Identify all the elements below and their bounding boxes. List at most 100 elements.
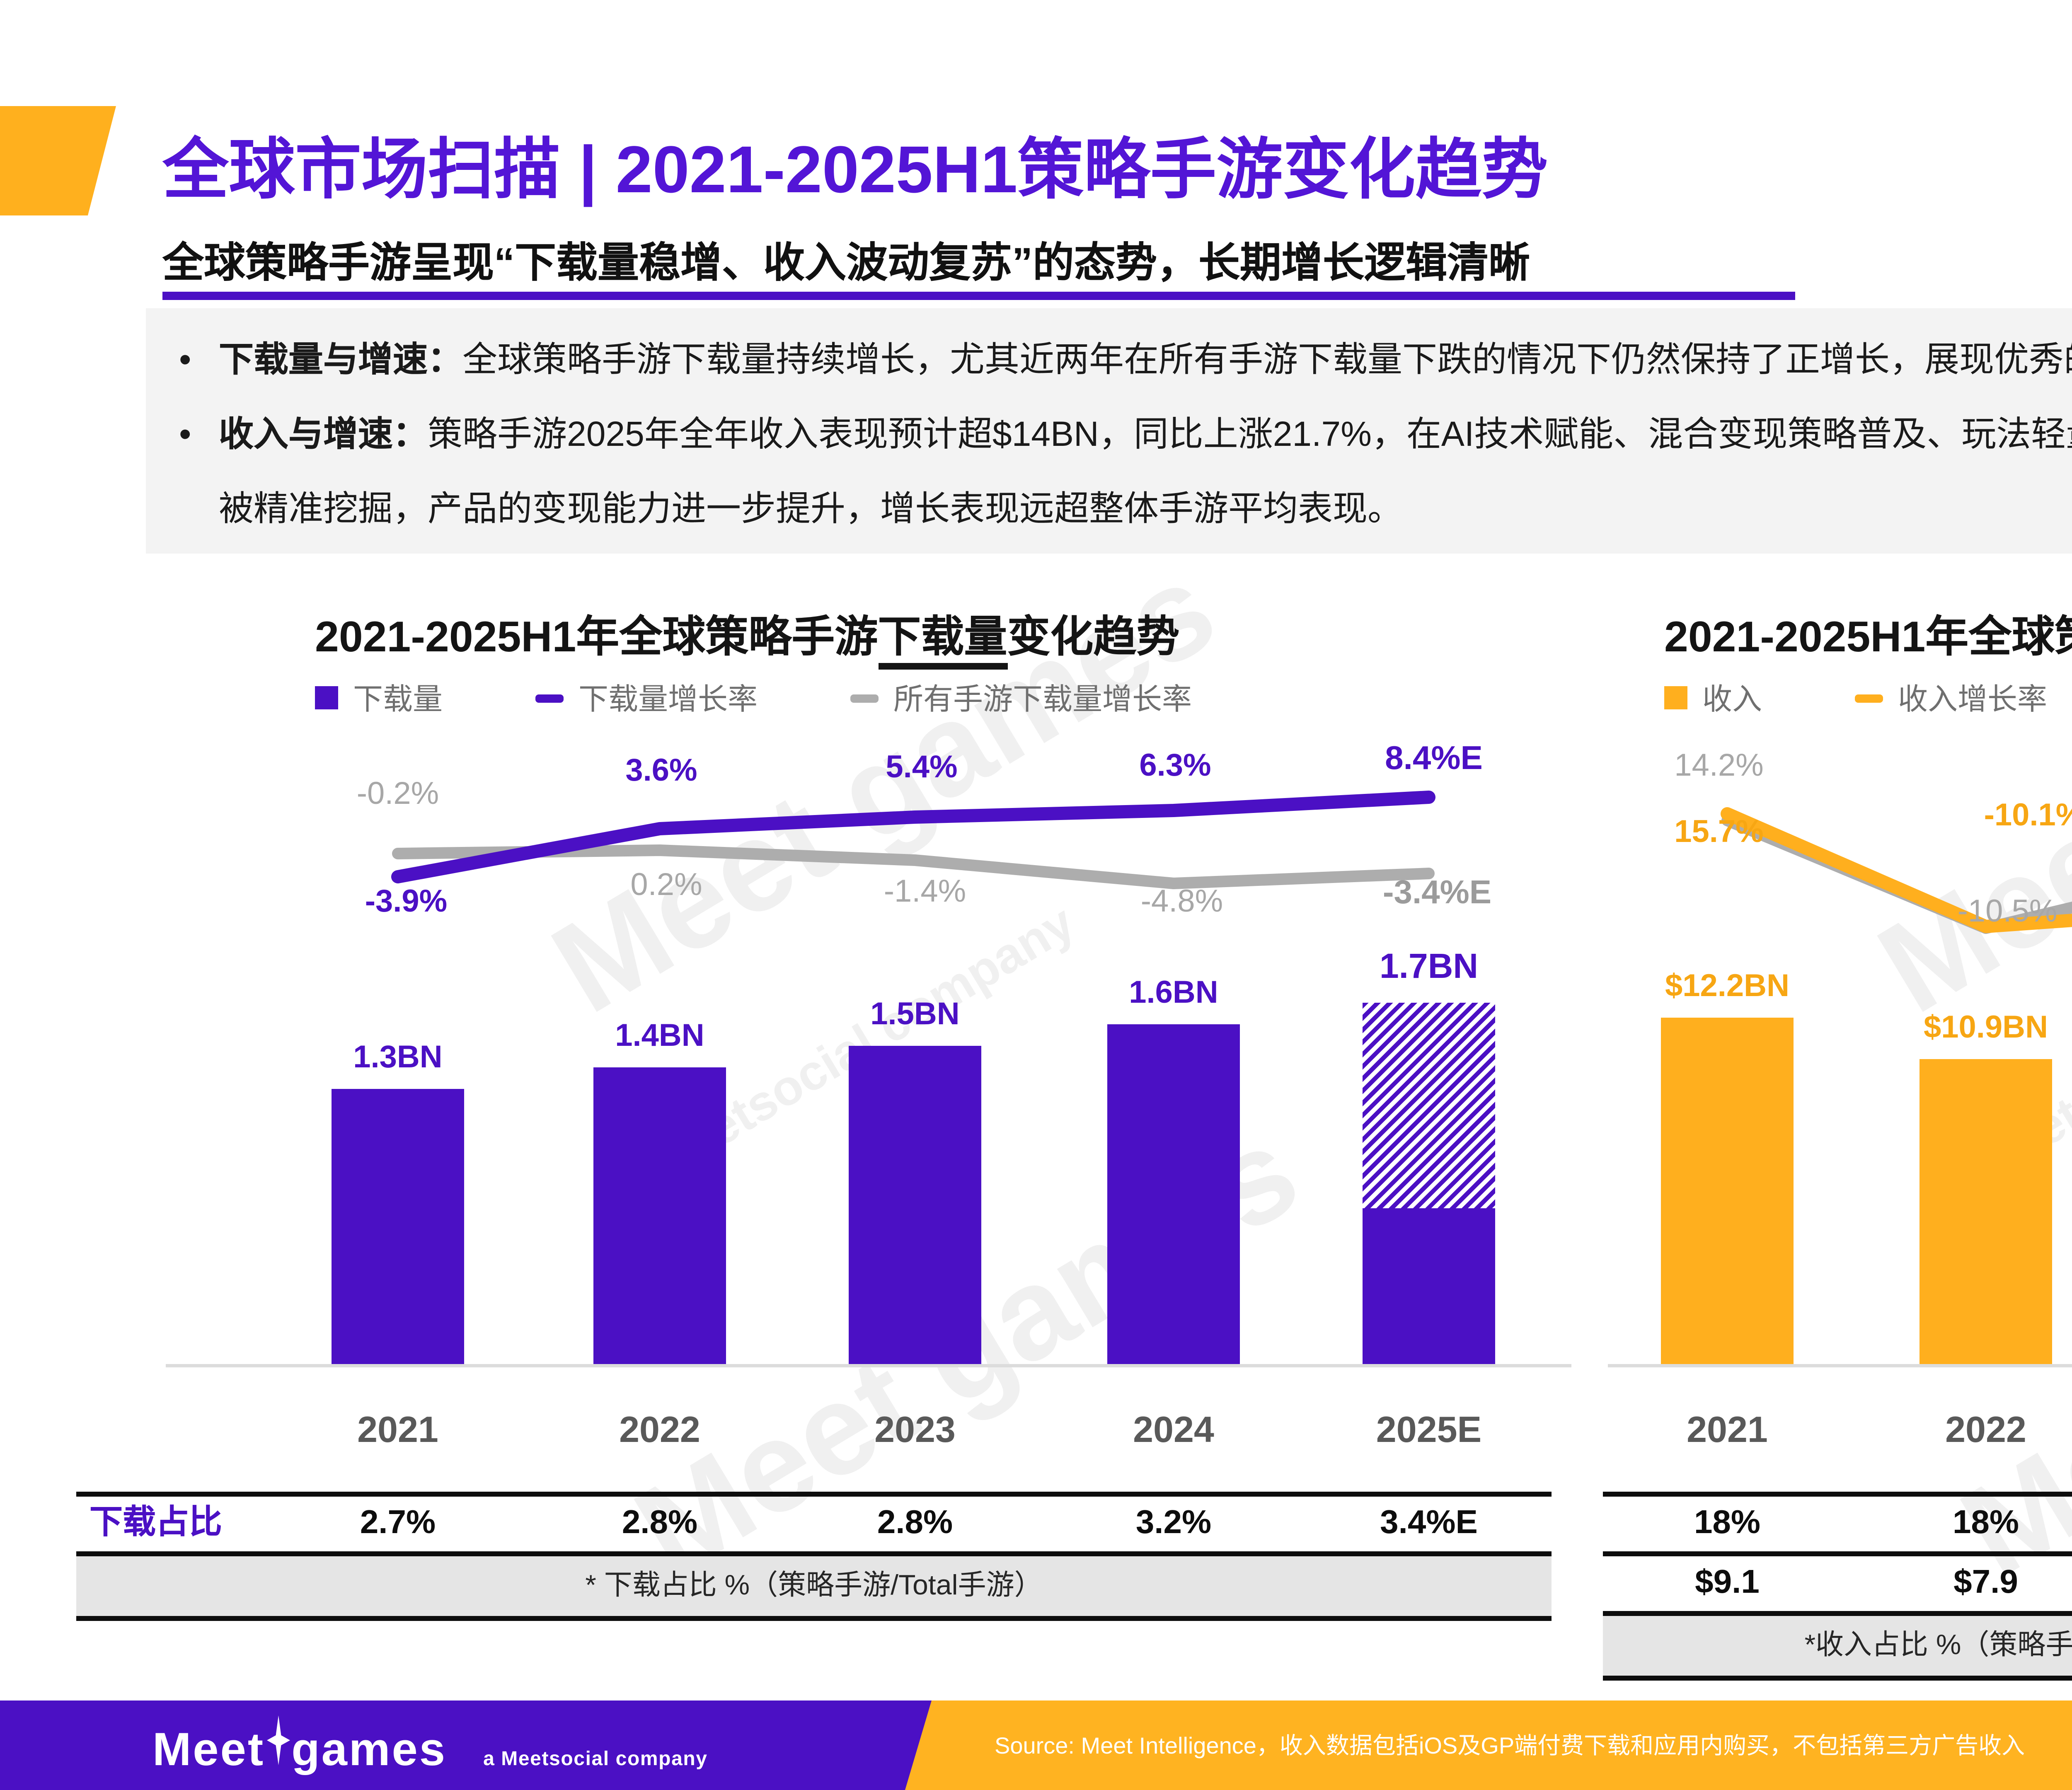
- table-cell: 18%: [1694, 1505, 1761, 1541]
- source-note: Source: Meet Intelligence，收入数据包括iOS及GP端付…: [995, 1732, 2025, 1759]
- revenue-title-prefix: 2021-2025H1年全球策略手游: [1664, 612, 2072, 661]
- x-tick: 2025E: [1376, 1409, 1482, 1450]
- legend-label: 收入增长率: [1898, 683, 2047, 716]
- downloads-bar-2022: [593, 1067, 726, 1367]
- revenue-line-swatch: [1855, 694, 1883, 702]
- meetgames-logo: Meet games a Meetsocial company: [152, 1715, 708, 1776]
- bar-value-label: $10.9BN: [1924, 1011, 2048, 1046]
- table-footnote: *收入占比 %（策略手游/Total手游） ARPD（策略手游Revenue/D…: [1603, 1616, 2072, 1681]
- revenue-bar-2022: [1920, 1059, 2052, 1367]
- legend-label: 下载量增长率: [579, 683, 758, 716]
- logo-subtitle: a Meetsocial company: [483, 1746, 708, 1769]
- table-cell: 3.2%: [1135, 1505, 1212, 1541]
- growth-label-estimate: 8.4%E: [1385, 741, 1483, 777]
- bar-value-label: 1.3BN: [353, 1041, 443, 1076]
- downloads-share-table: 下载占比 2.7% 2.8% 2.8% 3.2% 3.4%E * 下载占比 %（…: [76, 1492, 1552, 1621]
- market-line-swatch: [850, 694, 879, 702]
- downloads-chart-title: 2021-2025H1年全球策略手游下载量变化趋势: [315, 603, 1180, 670]
- downloads-title-suffix: 变化趋势: [1007, 612, 1180, 661]
- logo-spark-icon: [266, 1715, 290, 1764]
- bullet-downloads-label: 下载量与增速：: [219, 341, 462, 380]
- x-tick: 2021: [1687, 1409, 1768, 1450]
- market-label: 0.2%: [630, 868, 702, 903]
- bullet-revenue-text: 策略手游2025年全年收入表现预计超$14BN，同比上涨21.7%，在AI技术赋…: [219, 416, 2072, 529]
- revenue-trend-lines: [1721, 807, 2072, 934]
- table-row: 下载占比 2.7% 2.8% 2.8% 3.2% 3.4%E: [76, 1497, 1552, 1556]
- growth-label: -3.9%: [365, 885, 448, 920]
- x-axis: [1608, 1364, 2072, 1367]
- table-cell: 3.4%E: [1380, 1505, 1478, 1541]
- downloads-bar-2025-estimate: [1363, 1003, 1495, 1208]
- revenue-growth-line: [1721, 807, 2072, 933]
- footer-source-bar: [895, 1700, 2072, 1790]
- revenue-share-table: 18% 18% 16% 18% 21%E 收入占比 $9.1 $7.9 $7.0…: [1603, 1492, 2072, 1681]
- table-cell: 2.8%: [622, 1505, 698, 1541]
- slide-subtitle: 全球策略手游呈现“下载量稳增、收入波动复苏”的态势，长期增长逻辑清晰: [162, 240, 1530, 287]
- table-cell: $9.1: [1695, 1565, 1760, 1601]
- bar-value-label: 1.4BN: [615, 1019, 704, 1054]
- legend-item-download-growth: 下载量增长率: [535, 676, 758, 719]
- growth-label: -10.1%: [1984, 799, 2072, 834]
- x-tick: 2024: [1133, 1409, 1214, 1450]
- revenue-bar-swatch: [1664, 686, 1687, 709]
- x-tick: 2022: [619, 1409, 700, 1450]
- logo-word-games: games: [291, 1723, 447, 1774]
- bullet-downloads-text: 全球策略手游下载量持续增长，尤其近两年在所有手游下载量下跌的情况下仍然保持了正增…: [462, 341, 2072, 380]
- market-label-estimate: -3.4%E: [1382, 875, 1492, 912]
- footnote-text: * 下载占比 %（策略手游/Total手游）: [585, 1570, 1043, 1601]
- growth-label: 5.4%: [886, 751, 958, 786]
- downloads-growth-line: [391, 791, 1435, 883]
- summary-box: • 下载量与增速：全球策略手游下载量持续增长，尤其近两年在所有手游下载量下跌的情…: [146, 308, 2072, 554]
- bullet-marker: •: [179, 341, 191, 380]
- footer-brand-bar: Meet games a Meetsocial company: [0, 1700, 932, 1790]
- legend-label: 收入: [1702, 683, 1762, 716]
- bullet-revenue-label: 收入与增速：: [219, 416, 428, 454]
- legend-item-market-growth: 所有手游下载量增长率: [850, 676, 1192, 719]
- table-footnote: * 下载占比 %（策略手游/Total手游）: [76, 1556, 1552, 1621]
- revenue-bar-2021: [1661, 1018, 1794, 1367]
- growth-label: 15.7%: [1674, 815, 1764, 850]
- bullet-revenue: • 收入与增速：策略手游2025年全年收入表现预计超$14BN，同比上涨21.7…: [176, 398, 2072, 547]
- downloads-bar-2021: [332, 1089, 464, 1367]
- table-cell: 18%: [1952, 1505, 2019, 1541]
- growth-label: 6.3%: [1139, 749, 1211, 784]
- downloads-bar-2025-actual: [1363, 1208, 1495, 1367]
- downloads-line-swatch: [535, 694, 564, 702]
- bar-value-label: 1.5BN: [870, 998, 960, 1033]
- bar-value-label: $12.2BN: [1665, 970, 1789, 1004]
- legend-item-downloads: 下载量: [315, 676, 443, 719]
- title-accent-shape: [0, 106, 116, 215]
- bar-value-label: 1.6BN: [1129, 976, 1218, 1011]
- downloads-legend: 下载量 下载量增长率 所有手游下载量增长率: [315, 676, 1285, 719]
- market-label: 14.2%: [1674, 749, 1764, 784]
- legend-label: 所有手游下载量增长率: [893, 683, 1192, 716]
- x-axis: [166, 1364, 1571, 1367]
- table-cell: 2.7%: [360, 1505, 436, 1541]
- legend-item-revenue: 收入: [1664, 676, 1762, 719]
- legend-item-revenue-growth: 收入增长率: [1855, 676, 2047, 719]
- table-cell: 2.8%: [877, 1505, 953, 1541]
- subtitle-underline: [162, 292, 1795, 300]
- revenue-legend: 收入 收入增长率 所有手游收入增长率: [1664, 676, 2072, 719]
- footnote-text: *收入占比 %（策略手游/Total手游）: [1804, 1629, 2072, 1661]
- x-tick: 2023: [874, 1409, 956, 1450]
- downloads-title-prefix: 2021-2025H1年全球策略手游: [315, 612, 878, 661]
- downloads-bar-2023: [849, 1046, 981, 1367]
- table-cell: $7.9: [1953, 1565, 2018, 1601]
- downloads-bar-2024: [1107, 1024, 1240, 1367]
- logo-word-meet: Meet: [152, 1723, 265, 1774]
- market-label: -10.5%: [1957, 895, 2057, 930]
- downloads-trend-lines: [391, 791, 1435, 889]
- x-tick: 2021: [357, 1409, 438, 1450]
- table-row: 18% 18% 16% 18% 21%E 收入占比: [1603, 1497, 2072, 1556]
- bullet-marker: •: [179, 416, 191, 454]
- downloads-title-underlined: 下载量: [878, 612, 1007, 670]
- market-label: -1.4%: [884, 875, 966, 910]
- market-label: -0.2%: [356, 777, 439, 812]
- row-label: 下载占比: [90, 1505, 222, 1541]
- x-tick: 2022: [1945, 1409, 2026, 1450]
- market-label: -4.8%: [1140, 885, 1223, 920]
- growth-label: 3.6%: [625, 754, 697, 789]
- downloads-bar-swatch: [315, 686, 338, 709]
